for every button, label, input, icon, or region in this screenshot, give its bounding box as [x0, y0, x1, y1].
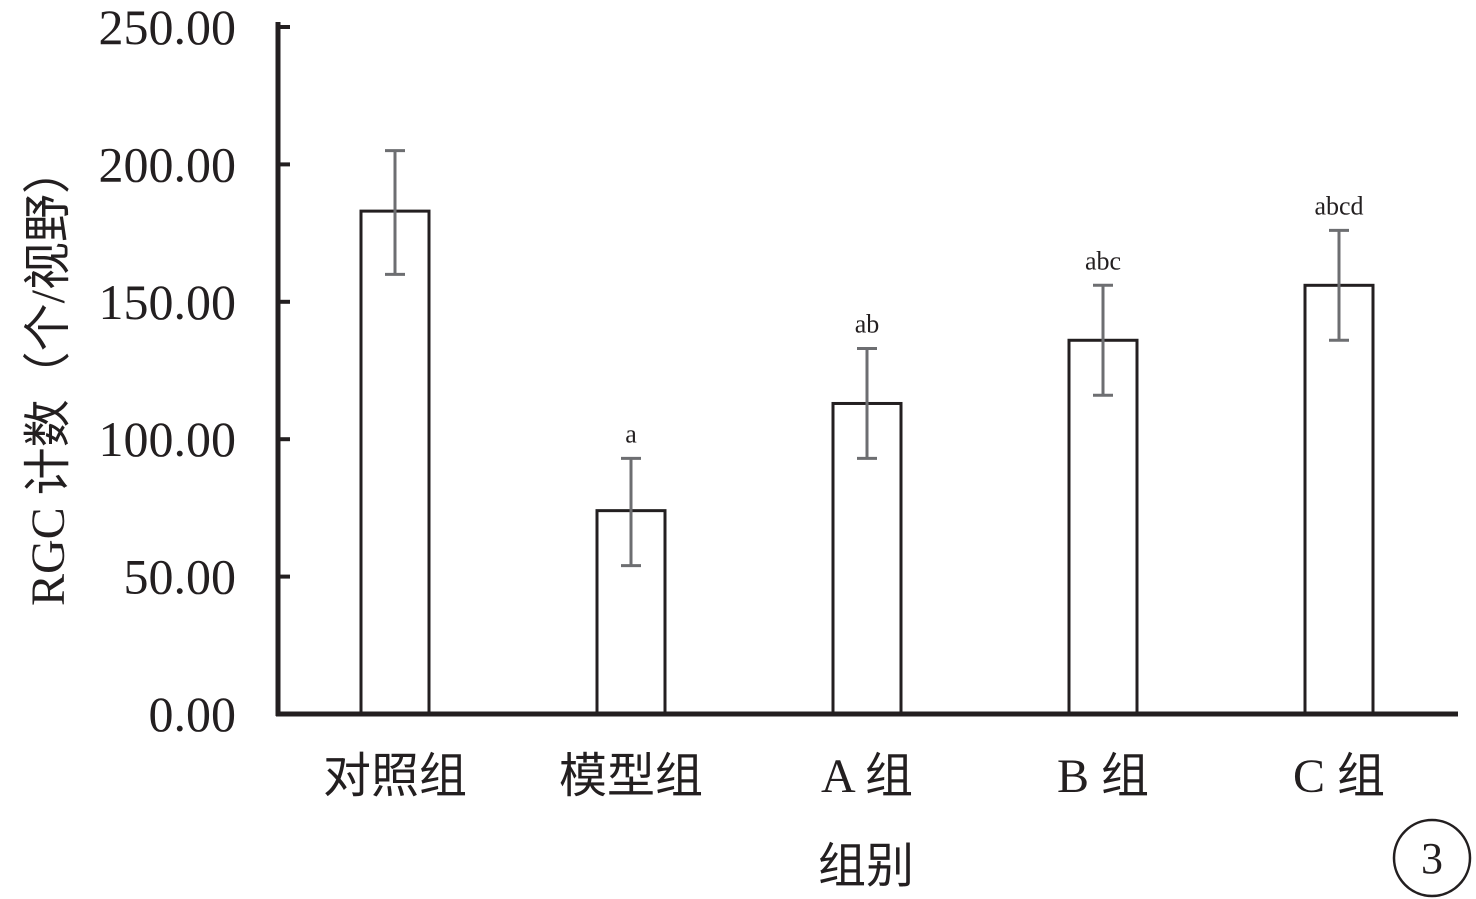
y-tick-label: 200.00 — [99, 136, 237, 192]
x-axis-categories: 对照组 模型组 A 组 B 组 C 组 — [323, 750, 1385, 803]
significance-label: abc — [1085, 246, 1121, 275]
bar — [1303, 283, 1375, 716]
category-label: B 组 — [1057, 750, 1149, 803]
y-tick-label: 0.00 — [149, 686, 237, 742]
panel-badge-circle — [1392, 818, 1472, 898]
x-axis-title: 组别 — [818, 840, 914, 893]
y-tick-label: 250.00 — [99, 0, 237, 55]
y-tick-label: 100.00 — [99, 411, 237, 467]
category-label: A 组 — [821, 750, 913, 803]
panel-badge: 3 — [1392, 818, 1472, 898]
panel-label: 3 — [1421, 834, 1443, 883]
significance-labels: a ab abc abcd — [625, 191, 1363, 448]
bar — [359, 209, 431, 716]
y-axis-title: RGC 计数（个/视野） — [22, 146, 75, 606]
category-label: 对照组 — [323, 750, 467, 803]
bars — [359, 209, 1375, 716]
category-label: C 组 — [1293, 750, 1385, 803]
bar — [1067, 338, 1139, 716]
y-tick-label: 150.00 — [99, 274, 237, 330]
significance-label: a — [625, 419, 637, 448]
significance-label: ab — [855, 310, 880, 339]
category-label: 模型组 — [559, 750, 703, 803]
significance-label: abcd — [1314, 191, 1363, 220]
y-axis-ticks: 0.00 50.00 100.00 150.00 200.00 250.00 — [99, 0, 290, 742]
error-bars — [385, 149, 1349, 568]
y-tick-label: 50.00 — [124, 549, 237, 605]
